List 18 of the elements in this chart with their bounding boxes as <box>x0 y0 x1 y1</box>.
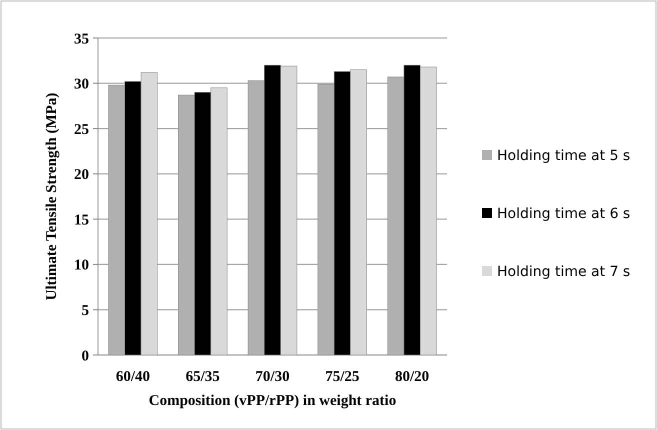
y-tick-label: 20 <box>74 167 89 184</box>
x-tick-label: 65/35 <box>186 369 220 385</box>
y-tick-label: 25 <box>74 122 89 138</box>
y-tick-label: 15 <box>74 212 89 228</box>
x-tick-label: 70/30 <box>255 369 290 385</box>
legend-label: Holding time at 7 s <box>497 264 630 280</box>
y-tick-label: 30 <box>74 76 89 93</box>
x-axis-title: Composition (vPP/rPP) in weight ratio <box>148 393 396 409</box>
y-tick-label: 35 <box>74 31 89 48</box>
x-tick-label: 60/40 <box>116 369 150 385</box>
y-tick-label: 5 <box>82 302 89 319</box>
y-tick-label: 0 <box>82 348 89 364</box>
y-axis-title: Ultimate Tensile Strength (MPa) <box>44 92 60 300</box>
x-tick-label: 80/20 <box>395 369 430 385</box>
legend-label: Holding time at 6 s <box>497 206 630 222</box>
x-tick-label: 75/25 <box>325 369 360 385</box>
legend-label: Holding time at 5 s <box>497 148 630 164</box>
y-tick-label: 10 <box>74 258 89 274</box>
